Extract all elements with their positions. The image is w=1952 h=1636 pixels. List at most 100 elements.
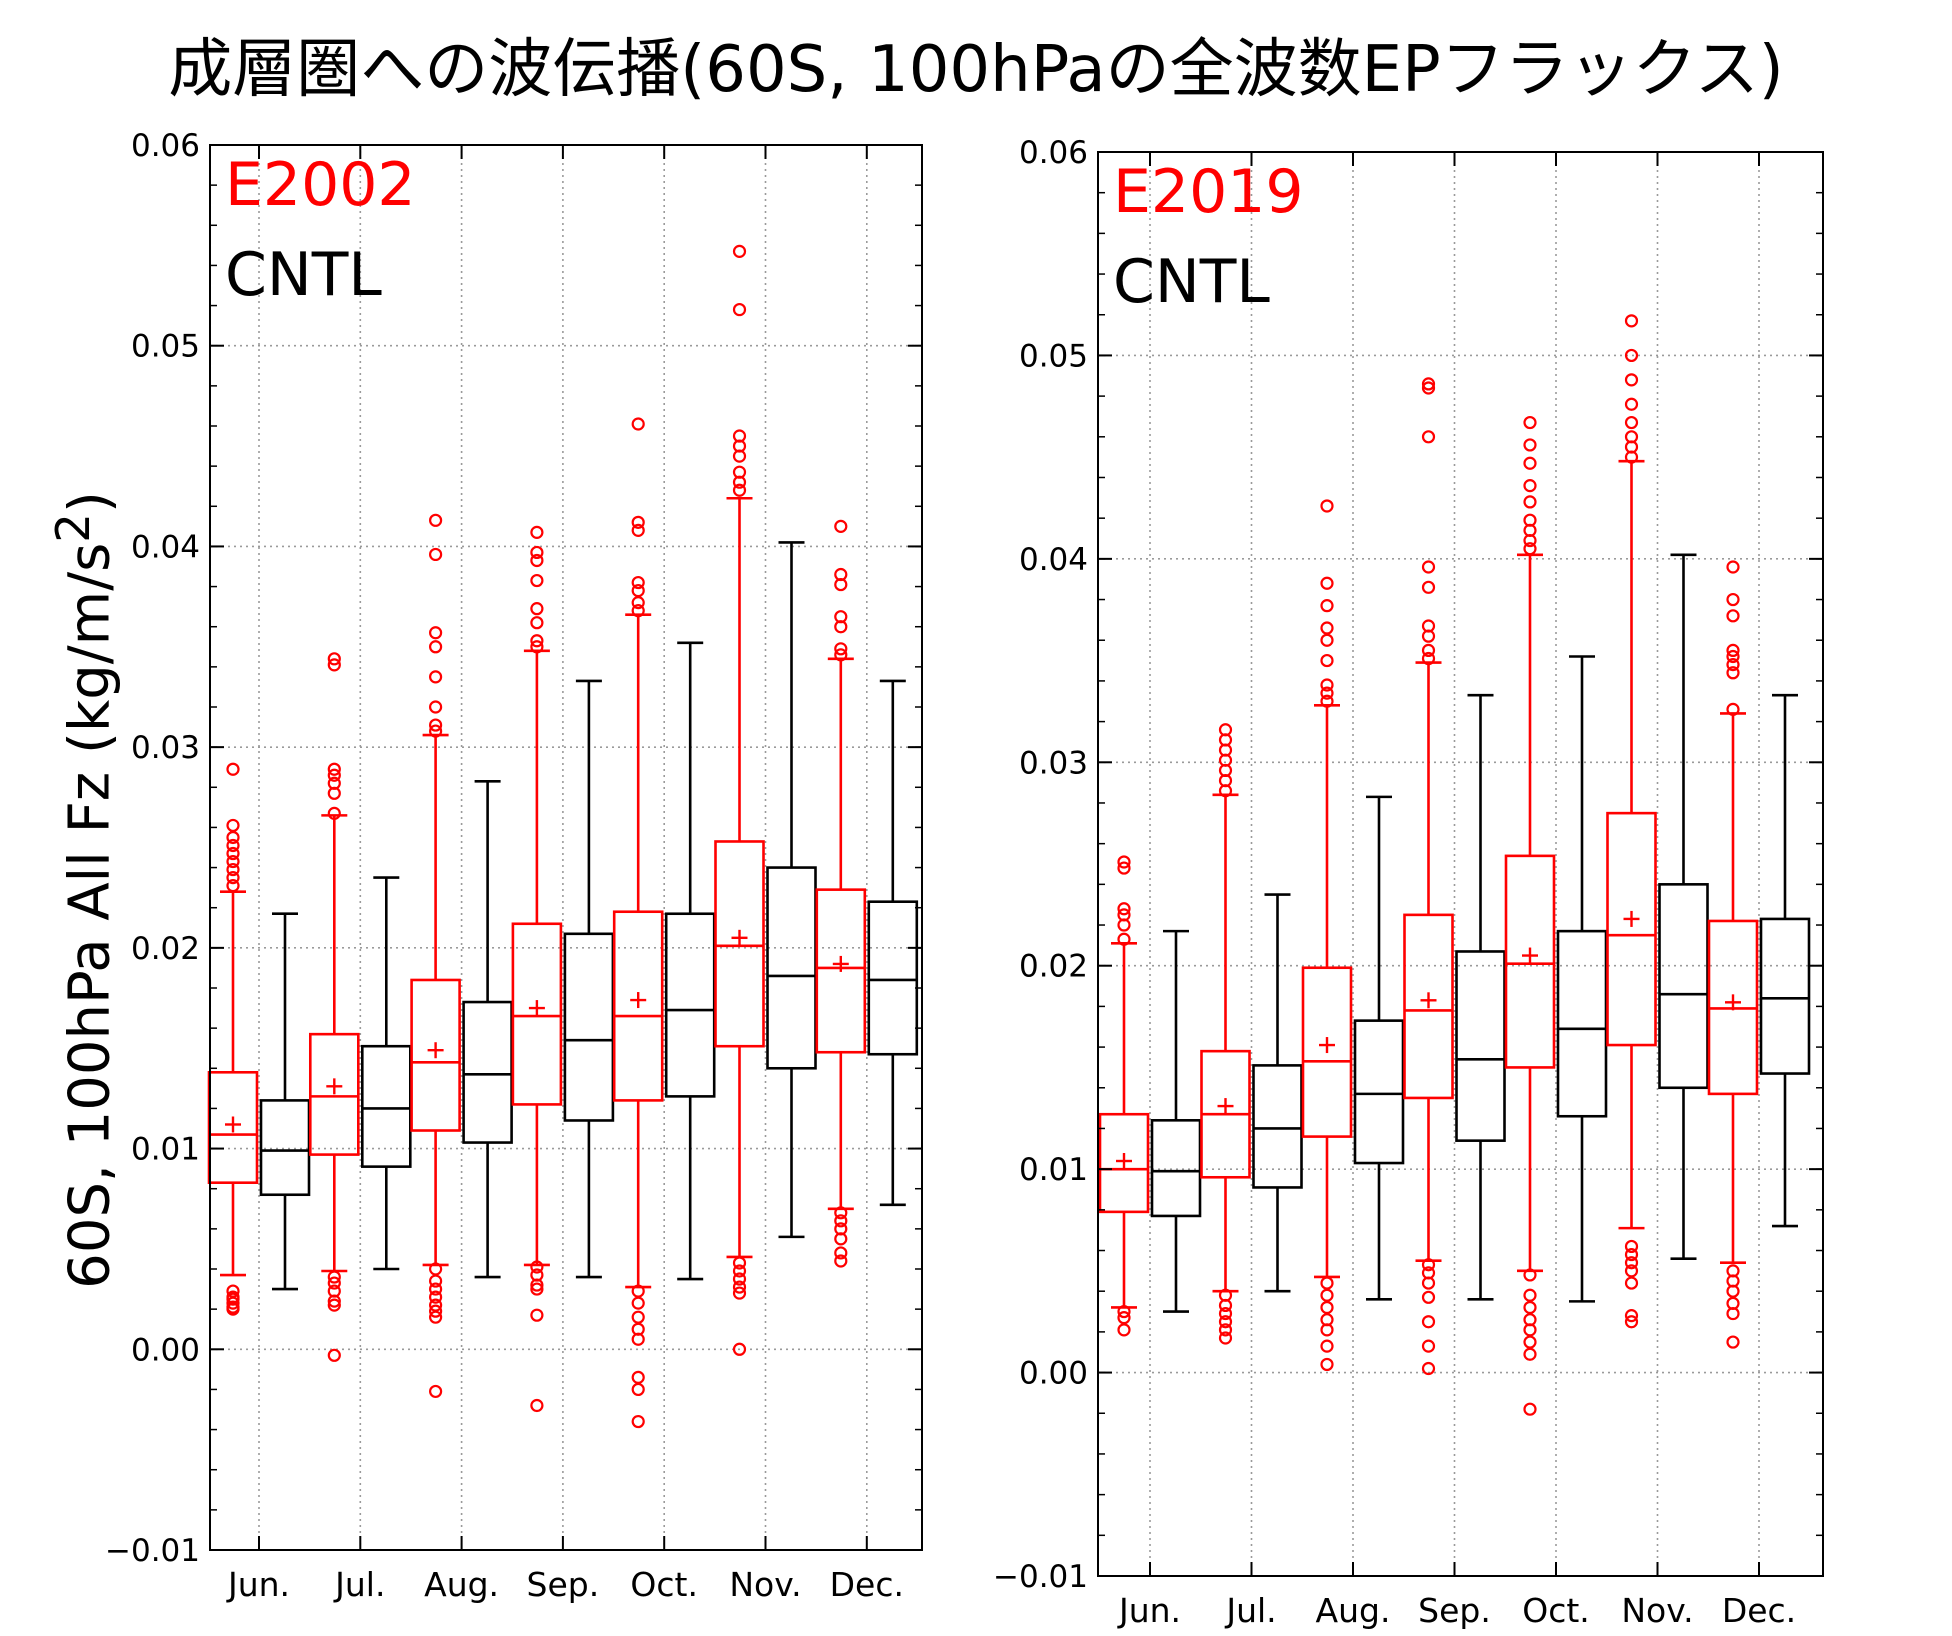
flier-point [1320,686,1334,700]
flier-point [429,1290,443,1304]
x-tick-label: Nov. [729,1565,801,1604]
flier-point [1320,694,1334,708]
box-cntl-1 [1252,893,1303,1293]
flier-point [1624,1276,1639,1290]
flier-point [1523,456,1537,470]
flier-point [631,1382,645,1397]
box-iqr [308,1032,360,1156]
flier-point [631,417,645,431]
x-tick-label: Sep. [1418,1591,1491,1630]
flier-point [1523,438,1537,452]
flier-point [1421,1339,1436,1353]
flier-point [226,830,240,845]
flier-point [327,652,341,666]
panel-2: −0.01 0.00 0.01 0.02 0.03 0.04 0.05 0.06 Jun. Jul… [993,135,1824,1630]
flier-point [429,640,443,654]
flier-point [429,670,443,684]
y-tick-label: 0.02 [131,931,200,967]
flier-point [631,596,645,610]
y-tick-label: 0.03 [1019,745,1088,781]
box-e2002-3 [511,525,563,1413]
flier-point [1726,609,1740,623]
flier-point [530,1398,544,1413]
flier-point [732,1286,747,1300]
flier-point [1726,666,1740,680]
flier-point [732,302,747,317]
flier-point [1726,649,1740,664]
flier-point [327,1270,341,1284]
flier-point [834,519,848,533]
box-cntl-5 [1658,553,1709,1260]
flier-point [1421,430,1436,444]
box-e2019-1 [1200,723,1251,1345]
flier-point [1320,576,1334,590]
box-iqr [1606,811,1657,1047]
flier-point [226,846,240,861]
flier-point [226,1300,240,1314]
flier-point [1624,1315,1639,1329]
box-iqr [1556,929,1608,1118]
y-tick-label: −0.01 [993,1559,1088,1595]
box-e2019-0 [1098,855,1150,1337]
box-cntl-3 [563,679,615,1279]
flier-point [1523,513,1537,527]
y-tick-label: 0.03 [131,730,200,766]
flier-point [1218,1331,1233,1345]
y-tick-label: 0.04 [1019,542,1088,578]
flier-point [327,1276,341,1290]
flier-point [530,1282,544,1296]
flier-point [530,1260,544,1274]
box-iqr [1504,854,1556,1069]
flier-point [429,700,443,714]
box-e2002-4 [612,417,664,1429]
flier-point [1624,314,1639,328]
box-iqr [664,912,716,1098]
y-tick-label: 0.04 [131,529,200,565]
flier-point [1624,1247,1639,1262]
flier-point [429,1310,443,1324]
flier-point [1523,542,1537,556]
flier-point [1117,902,1131,916]
flier-point [429,513,443,527]
flier-point [530,545,544,560]
x-tick-label: Jul. [1224,1591,1276,1630]
flier-point [1218,1298,1233,1313]
flier-point [1117,855,1131,869]
flier-point [1726,702,1740,716]
flier-point [226,838,240,853]
flier-point [429,626,443,640]
flier-point [732,483,747,497]
flier-point [1624,1239,1639,1254]
flier-point [1421,1315,1436,1329]
box-e2002-6 [815,519,867,1268]
box-iqr [410,978,461,1132]
legend-label: E2019 [1113,157,1304,227]
flier-point [834,648,848,662]
flier-point [327,806,341,820]
flier-point [530,573,544,588]
flier-point [1523,1402,1537,1416]
box-iqr [360,1044,412,1168]
flier-point [1218,1306,1233,1321]
flier-point [1624,430,1639,444]
box-cntl-1 [360,876,412,1271]
x-tick-label: Aug. [1316,1591,1391,1630]
flier-point [1421,381,1436,395]
flier-point [429,718,443,732]
flier-point [1523,1300,1537,1315]
flier-point [226,871,240,885]
flier-point [732,1264,747,1278]
x-tick-label: Jul. [333,1565,385,1604]
flier-point [1320,1323,1334,1337]
flier-point [1523,1268,1537,1282]
flier-point [226,854,240,869]
flier-point [226,862,240,877]
box-iqr [815,888,867,1054]
flier-point [1624,373,1639,387]
box-iqr [563,932,615,1122]
flier-point [1117,1304,1131,1319]
box-iqr [1455,950,1506,1142]
axes-frame [209,144,923,1551]
y-tick-label: 0.02 [1019,949,1088,985]
flier-point [1421,377,1436,391]
